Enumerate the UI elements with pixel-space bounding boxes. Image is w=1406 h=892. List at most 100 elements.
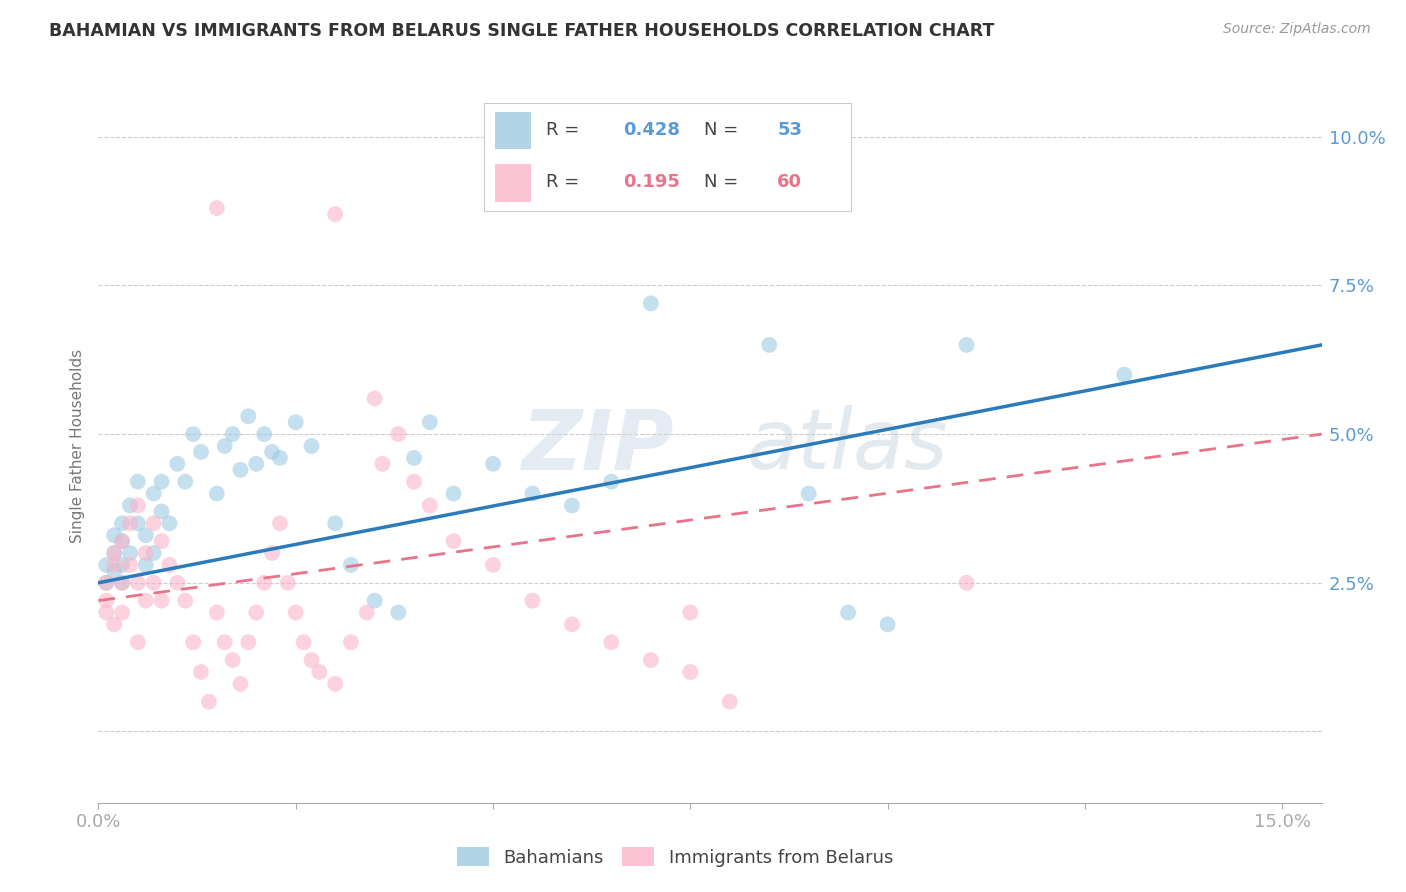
Point xyxy=(955,575,977,590)
Point xyxy=(135,593,157,607)
Point xyxy=(127,575,149,590)
Point xyxy=(340,635,363,649)
Point xyxy=(103,546,125,560)
Point xyxy=(127,499,149,513)
Point xyxy=(260,445,283,459)
Point xyxy=(150,534,173,549)
Point xyxy=(190,665,212,679)
Point xyxy=(292,635,315,649)
Point xyxy=(96,575,118,590)
Point xyxy=(363,392,385,406)
Point xyxy=(190,445,212,459)
Point xyxy=(245,457,267,471)
Point xyxy=(118,516,141,531)
Point xyxy=(277,575,299,590)
Point xyxy=(159,516,181,531)
Point xyxy=(600,475,623,489)
Point xyxy=(876,617,898,632)
Point xyxy=(205,606,228,620)
Point xyxy=(127,516,149,531)
Point xyxy=(387,606,409,620)
Point xyxy=(640,653,662,667)
Point xyxy=(135,546,157,560)
Point xyxy=(118,558,141,572)
Point xyxy=(522,593,544,607)
Point xyxy=(758,338,780,352)
Point xyxy=(111,516,134,531)
Legend: Bahamians, Immigrants from Belarus: Bahamians, Immigrants from Belarus xyxy=(450,840,900,874)
Point xyxy=(340,558,363,572)
Point xyxy=(111,606,134,620)
Point xyxy=(103,546,125,560)
Point xyxy=(284,606,307,620)
Point xyxy=(443,486,465,500)
Point xyxy=(837,606,859,620)
Point xyxy=(238,409,260,424)
Point xyxy=(174,475,197,489)
Point xyxy=(253,427,276,442)
Point xyxy=(111,558,134,572)
Point xyxy=(522,486,544,500)
Point xyxy=(205,201,228,215)
Point xyxy=(797,486,820,500)
Text: ZIP: ZIP xyxy=(520,406,673,486)
Point xyxy=(150,504,173,518)
Point xyxy=(205,486,228,500)
Point xyxy=(269,450,291,465)
Point xyxy=(229,463,252,477)
Y-axis label: Single Father Households: Single Father Households xyxy=(69,349,84,543)
Point xyxy=(96,558,118,572)
Point xyxy=(419,499,441,513)
Point xyxy=(111,575,134,590)
Point xyxy=(118,546,141,560)
Point xyxy=(135,558,157,572)
Point xyxy=(443,534,465,549)
Point xyxy=(111,575,134,590)
Point xyxy=(181,427,204,442)
Text: atlas: atlas xyxy=(747,406,949,486)
Point xyxy=(159,558,181,572)
Point xyxy=(253,575,276,590)
Point xyxy=(142,546,165,560)
Point xyxy=(181,635,204,649)
Point xyxy=(955,338,977,352)
Point xyxy=(371,457,394,471)
Point xyxy=(214,635,236,649)
Point xyxy=(221,427,243,442)
Point xyxy=(323,516,346,531)
Point xyxy=(301,653,323,667)
Point xyxy=(214,439,236,453)
Point xyxy=(142,575,165,590)
Point xyxy=(356,606,378,620)
Point xyxy=(1114,368,1136,382)
Point xyxy=(269,516,291,531)
Point xyxy=(482,457,505,471)
Point xyxy=(640,296,662,310)
Point xyxy=(419,415,441,429)
Point xyxy=(174,593,197,607)
Point xyxy=(166,575,188,590)
Point xyxy=(718,695,741,709)
Point xyxy=(103,617,125,632)
Point xyxy=(103,564,125,578)
Point xyxy=(135,528,157,542)
Point xyxy=(111,534,134,549)
Point xyxy=(103,558,125,572)
Point xyxy=(221,653,243,667)
Point xyxy=(150,593,173,607)
Point xyxy=(323,207,346,221)
Point xyxy=(387,427,409,442)
Point xyxy=(150,475,173,489)
Point xyxy=(600,635,623,649)
Point xyxy=(260,546,283,560)
Point xyxy=(96,575,118,590)
Point xyxy=(166,457,188,471)
Point xyxy=(308,665,330,679)
Point xyxy=(363,593,385,607)
Point xyxy=(96,593,118,607)
Point xyxy=(111,534,134,549)
Point xyxy=(198,695,221,709)
Point xyxy=(245,606,267,620)
Point xyxy=(103,528,125,542)
Point xyxy=(229,677,252,691)
